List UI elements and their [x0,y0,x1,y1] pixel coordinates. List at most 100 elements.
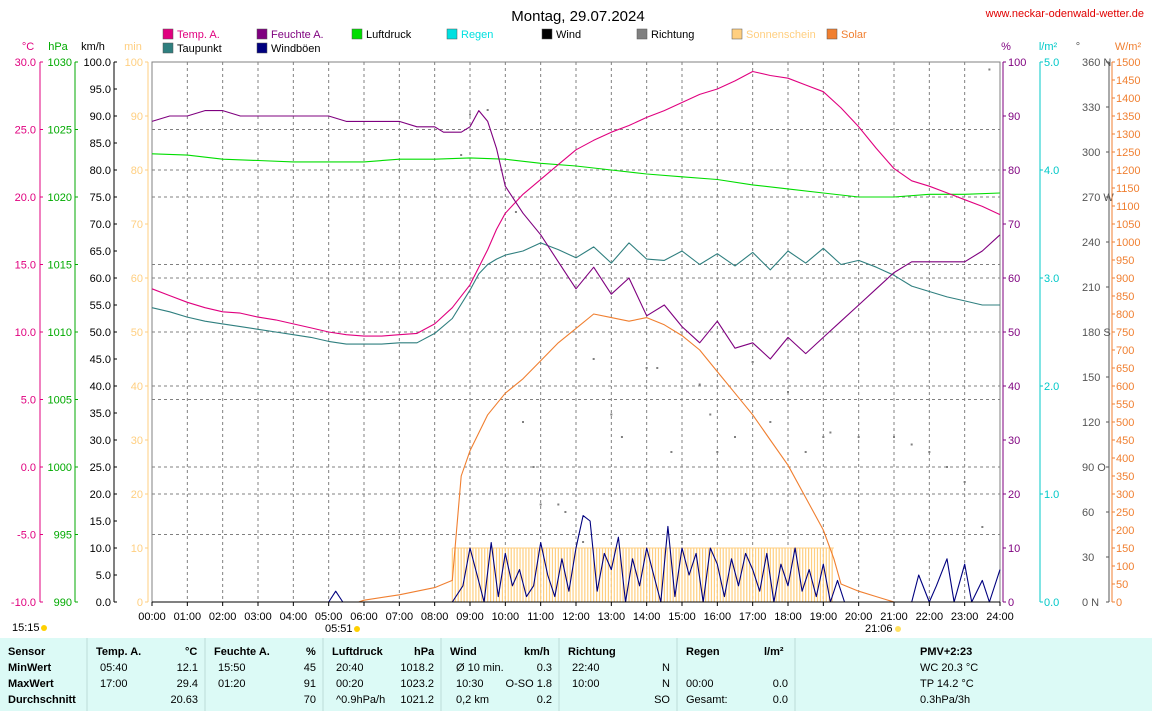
direction-point [988,68,991,71]
x-tick-label: 05:00 [315,611,343,623]
axis-tick-label-solar: 1100 [1116,201,1140,213]
stats-header-sensor: Sensor [8,646,46,658]
axis-tick-label-wind: 40.0 [90,381,111,393]
axis-tick-label-rain: 1.0 [1044,489,1059,501]
axis-tick-label-direction: 90 O [1082,462,1106,474]
sunset-time-label: 21:06 [865,623,893,635]
axis-tick-label-sunshine: 60 [131,273,143,285]
axis-tick-label-temp: 5.0 [21,395,36,407]
legend-swatch [826,28,838,40]
axis-tick-label-sunshine: 20 [131,489,143,501]
x-tick-label: 18:00 [774,611,802,623]
stats-cell-wind-b: O-SO 1.8 [505,678,552,690]
legend-label: Luftdruck [366,29,412,41]
legend-swatch [731,28,743,40]
axis-tick-label-pressure: 995 [54,530,72,542]
stats-cell-dir-val: SO [654,694,670,706]
axis-tick-label-wind: 55.0 [90,300,111,312]
axis-tick-label-solar: 1000 [1116,237,1140,249]
axis-tick-label-wind: 65.0 [90,246,111,258]
axis-tick-label-solar: 500 [1116,417,1134,429]
axis-tick-label-direction: 270 W [1082,192,1114,204]
stats-cell-rain-val: 0.0 [772,678,788,690]
x-tick-label: 19:00 [810,611,838,623]
direction-point [670,451,673,453]
legend-swatch [162,42,174,54]
stats-header-rain-unit: l/m² [764,646,784,658]
axis-tick-label-wind: 15.0 [90,516,111,528]
stats-cell-hum-time: 01:20 [218,678,246,690]
axis-tick-label-humidity: 0 [1008,597,1014,609]
legend: Temp. A. Taupunkt Feuchte A. Windböen Luftdr… [162,28,867,55]
axis-tick-label-humidity: 20 [1008,489,1020,501]
axis-tick-label-direction: 180 S [1082,327,1111,339]
axis-tick-label-sunshine: 70 [131,219,143,231]
legend-label: Temp. A. [177,29,220,41]
stats-header-dir: Richtung [568,646,616,658]
axis-tick-label-direction: 150 [1082,372,1100,384]
axis-tick-label-solar: 1450 [1116,75,1140,87]
axis-tick-label-direction: 60 [1082,507,1094,519]
axis-tick-label-wind: 20.0 [90,489,111,501]
x-tick-label: 22:00 [916,611,944,623]
direction-point [469,113,471,116]
axis-tick-label-humidity: 100 [1008,57,1026,69]
stats-cell-press-val: 1023.2 [400,678,434,690]
direction-point [514,211,517,213]
axis-tick-label-solar: 850 [1116,291,1134,303]
legend-label: Solar [841,29,867,41]
x-tick-label: 08:00 [421,611,449,623]
direction-point [592,358,595,360]
axis-tick-label-direction: 120 [1082,417,1100,429]
direction-point [804,451,807,453]
stats-cell-rain-time: Gesamt: [686,694,728,706]
humidity-line [151,110,1001,360]
x-tick-label: 03:00 [244,611,272,623]
chart-series [151,70,1001,603]
axis-tick-label-solar: 250 [1116,507,1134,519]
axis-tick-label-solar: 1150 [1116,183,1140,195]
stats-header-hum: Feuchte A. [214,646,270,658]
stats-cell-wind-b: 0.2 [536,694,552,706]
x-tick-label: 11:00 [527,611,554,623]
axis-tick-label-solar: 400 [1116,453,1134,465]
axis-tick-label-solar: 1300 [1116,129,1140,141]
stats-cell-press-time: 20:40 [336,662,364,674]
stats-cell-hum-time: 15:50 [218,662,246,674]
axis-tick-label-rain: 2.0 [1044,381,1059,393]
stats-cell-pmv: TP 14.2 °C [920,678,974,690]
axis-unit-humidity: % [1001,41,1011,53]
axis-tick-label-sunshine: 50 [131,327,143,339]
direction-point [522,421,524,423]
x-tick-label: 09:00 [456,611,484,623]
sun-events: 15:15 05:51 21:06 [12,622,901,635]
axis-tick-label-solar: 750 [1116,327,1134,339]
axis-tick-label-direction: 330 [1082,102,1100,114]
axis-tick-label-solar: 0 [1116,597,1122,609]
axis-tick-label-wind: 45.0 [90,354,111,366]
axis-tick-label-sunshine: 40 [131,381,143,393]
stats-table: Sensor Temp. A. °C Feuchte A. % Luftdruc… [0,638,1152,711]
axis-tick-label-rain: 5.0 [1044,57,1059,69]
direction-point [787,391,789,393]
axis-unit-sunshine: min [124,41,142,53]
x-tick-label: 16:00 [704,611,732,623]
direction-point [751,361,754,363]
legend-swatch [162,28,174,40]
axis-tick-label-pressure: 1010 [48,327,72,339]
axis-tick-label-humidity: 40 [1008,381,1020,393]
legend-label: Taupunkt [177,43,222,55]
axis-tick-label-direction: 0 N [1082,597,1099,609]
direction-point [532,466,535,468]
stats-cell-label: MaxWert [8,678,54,690]
x-tick-label: 02:00 [209,611,237,623]
axis-tick-label-sunshine: 0 [137,597,143,609]
axis-tick-label-solar: 1250 [1116,147,1140,159]
axis-tick-label-temp: -5.0 [17,530,36,542]
axis-tick-label-sunshine: 80 [131,165,143,177]
stats-header-temp-unit: °C [185,646,198,658]
weather-chart: Montag, 29.07.2024 www.neckar-odenwald-w… [10,8,1144,635]
site-url-link[interactable]: www.neckar-odenwald-wetter.de [985,8,1144,20]
axis-tick-label-solar: 450 [1116,435,1134,447]
axis-unit-wind: km/h [81,41,105,53]
